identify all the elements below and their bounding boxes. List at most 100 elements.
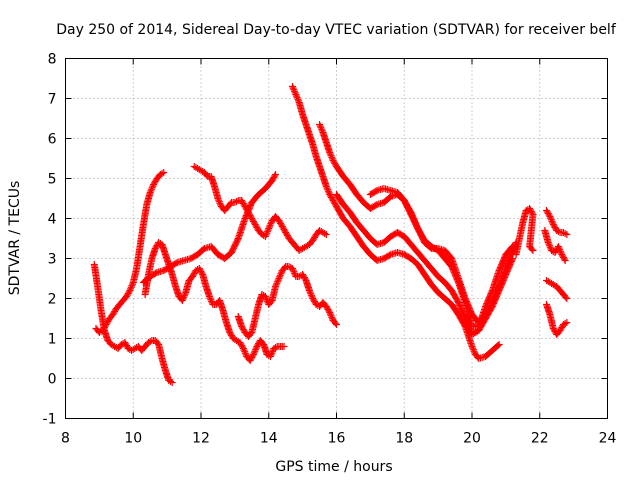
data-point [240,346,248,354]
data-point [254,341,262,349]
data-point [146,338,154,345]
data-point [243,206,251,213]
data-point [300,274,308,281]
data-point [270,174,278,181]
data-point [545,240,553,248]
data-point [180,293,188,301]
data-point [328,313,336,321]
data-point [526,205,534,212]
x-tick-label: 22 [531,431,549,447]
data-point [189,271,197,279]
data-point [329,157,337,164]
data-point [247,355,255,363]
data-point [263,229,271,237]
y-axis-label: SDTVAR / TECUs [7,181,23,296]
data-point [267,351,275,359]
y-tick-label: 5 [48,172,57,188]
data-point [271,172,279,180]
data-point [556,246,564,254]
data-point [323,304,331,312]
data-point [328,153,336,161]
data-point [469,346,477,354]
data-point [454,277,462,285]
data-point [469,344,477,352]
y-tick-label: 1 [48,332,57,348]
data-point [326,309,334,316]
data-point [158,170,166,177]
data-point [206,294,214,302]
data-point [148,184,156,192]
data-point [197,268,205,275]
data-point [239,200,247,207]
data-point [168,379,176,386]
y-tick-label: 3 [48,252,57,268]
data-point [550,326,558,334]
data-point [265,223,273,231]
x-tick-label: 18 [395,431,413,447]
data-point [237,340,245,348]
data-point [180,292,188,300]
data-point [309,237,317,244]
data-point [104,318,112,325]
data-point [240,201,248,209]
x-tick-label: 12 [192,431,210,447]
data-point [549,221,557,228]
y-tick-label: 7 [48,92,57,108]
data-point [282,229,290,236]
data-point [128,282,136,290]
data-point [148,185,156,193]
data-point [195,265,203,272]
data-point [326,149,334,156]
data-point [561,230,569,237]
data-point [549,219,557,227]
data-point [293,94,301,102]
data-point [283,230,291,238]
data-point [331,160,339,167]
data-point [290,87,298,95]
data-point [241,349,249,357]
data-point [557,325,565,333]
data-point [547,214,555,222]
data-point [289,266,297,274]
data-point [146,189,154,196]
grid [65,58,608,419]
data-point [272,283,280,290]
data-point [272,281,280,289]
data-point [527,208,535,215]
data-point [310,296,318,304]
data-point [278,223,286,230]
data-point [261,233,269,240]
data-point [280,226,288,233]
data-point [526,206,534,214]
data-point [559,254,567,261]
data-point [293,92,301,100]
data-point [253,343,261,350]
data-point [127,285,135,293]
data-point [241,203,249,210]
data-point [110,309,118,317]
series-track-9 [333,191,517,338]
data-point [305,287,313,294]
data-point [249,352,257,360]
data-point [247,213,255,221]
data-point [545,211,553,219]
data-point [331,200,339,207]
data-point [253,224,261,231]
data-point [544,210,552,217]
data-point [101,322,109,330]
data-point [544,239,552,246]
data-point [329,197,337,204]
data-point [322,303,330,310]
data-point [560,255,568,263]
data-point [239,326,247,333]
data-point [372,187,380,195]
x-tick-label: 16 [328,431,346,447]
data-point [280,343,288,350]
data-point [318,125,326,133]
data-point [122,293,130,300]
data-point [234,236,242,244]
data-point [556,327,564,334]
data-point [150,179,158,187]
data-point [318,127,326,135]
series-track-14 [543,277,571,302]
